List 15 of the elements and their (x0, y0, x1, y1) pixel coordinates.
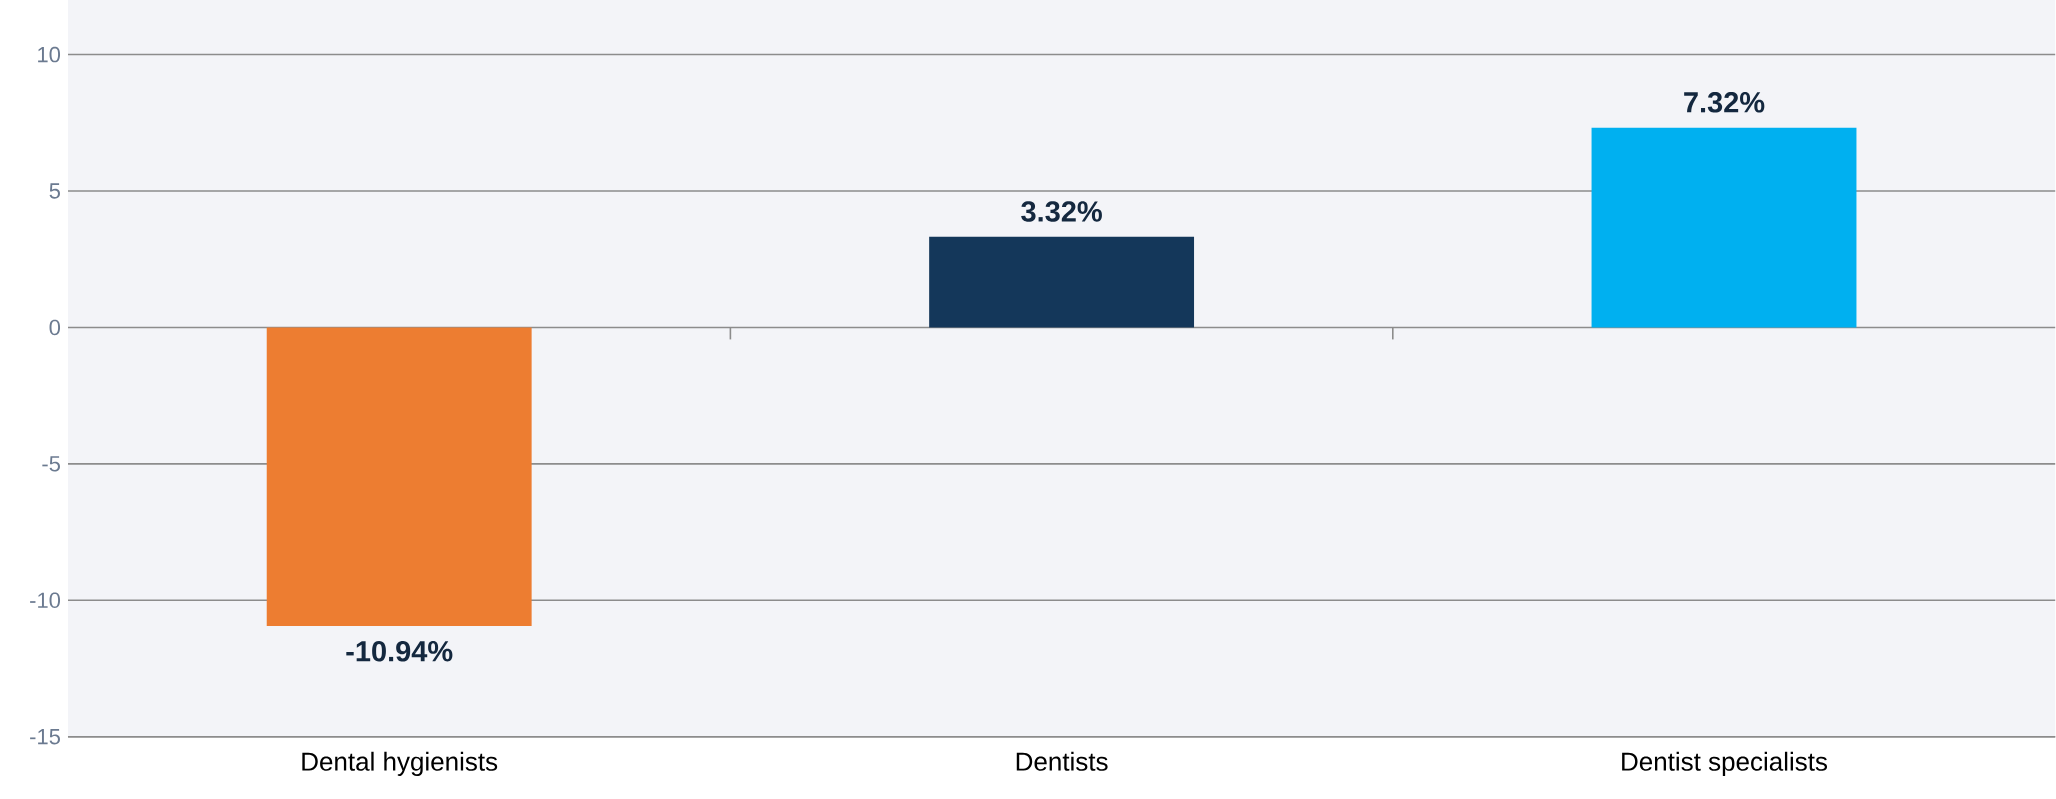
bar (1591, 127, 1857, 328)
x-tick-label: Dentist specialists (1622, 751, 1828, 777)
bar (929, 236, 1195, 328)
y-tick-label: -5 (42, 456, 60, 472)
y-tick-label: 0 (49, 319, 61, 336)
data-label: -10.94% (346, 641, 453, 662)
bar (266, 327, 532, 627)
data-label: 3.32% (1021, 201, 1102, 222)
y-tick-label: -15 (30, 729, 60, 745)
y-tick-label: -10 (30, 592, 61, 609)
data-label: 7.32% (1684, 92, 1765, 113)
x-tick-label: Dentists (1016, 751, 1108, 772)
x-tick-label: Dental hygienists (302, 751, 498, 777)
y-tick-label: 5 (49, 183, 60, 199)
y-tick-label: 10 (38, 46, 61, 63)
